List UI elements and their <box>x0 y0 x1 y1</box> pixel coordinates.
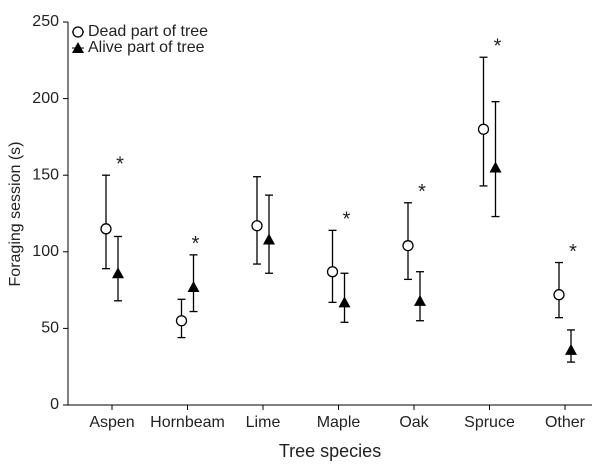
legend-label: Dead part of tree <box>88 23 208 40</box>
x-tick-label: Hornbeam <box>150 414 225 431</box>
point <box>402 240 414 252</box>
y-tick-label: 150 <box>32 166 59 183</box>
y-tick-label: 0 <box>50 396 59 413</box>
significance-mark: * <box>418 181 426 203</box>
significance-mark: * <box>192 233 200 255</box>
y-tick-label: 50 <box>41 320 59 337</box>
y-tick-label: 100 <box>32 243 59 260</box>
y-axis-label: Foraging session (s) <box>7 142 24 287</box>
point <box>100 223 112 235</box>
x-tick-label: Aspen <box>89 414 134 431</box>
x-tick-label: Maple <box>317 414 361 431</box>
x-tick-label: Other <box>545 414 586 431</box>
point <box>553 289 565 301</box>
point <box>565 343 577 355</box>
y-tick-label: 250 <box>32 13 59 30</box>
significance-mark: * <box>494 36 502 58</box>
x-tick-label: Lime <box>246 414 281 431</box>
significance-mark: * <box>569 241 577 263</box>
x-tick-label: Spruce <box>464 414 515 431</box>
legend-label: Alive part of tree <box>88 39 205 56</box>
point <box>414 294 426 306</box>
point <box>251 220 263 232</box>
y-tick-label: 200 <box>32 90 59 107</box>
point <box>477 123 490 135</box>
significance-mark: * <box>116 153 124 175</box>
x-tick-label: Oak <box>399 414 429 431</box>
point <box>187 281 200 293</box>
point <box>326 266 339 278</box>
point <box>175 315 188 327</box>
point <box>263 233 275 245</box>
x-axis-label: Tree species <box>279 441 381 461</box>
legend-marker <box>72 26 84 38</box>
point <box>338 296 351 308</box>
point <box>489 161 502 173</box>
point <box>112 267 124 279</box>
legend-marker <box>72 42 84 53</box>
significance-mark: * <box>343 209 351 231</box>
